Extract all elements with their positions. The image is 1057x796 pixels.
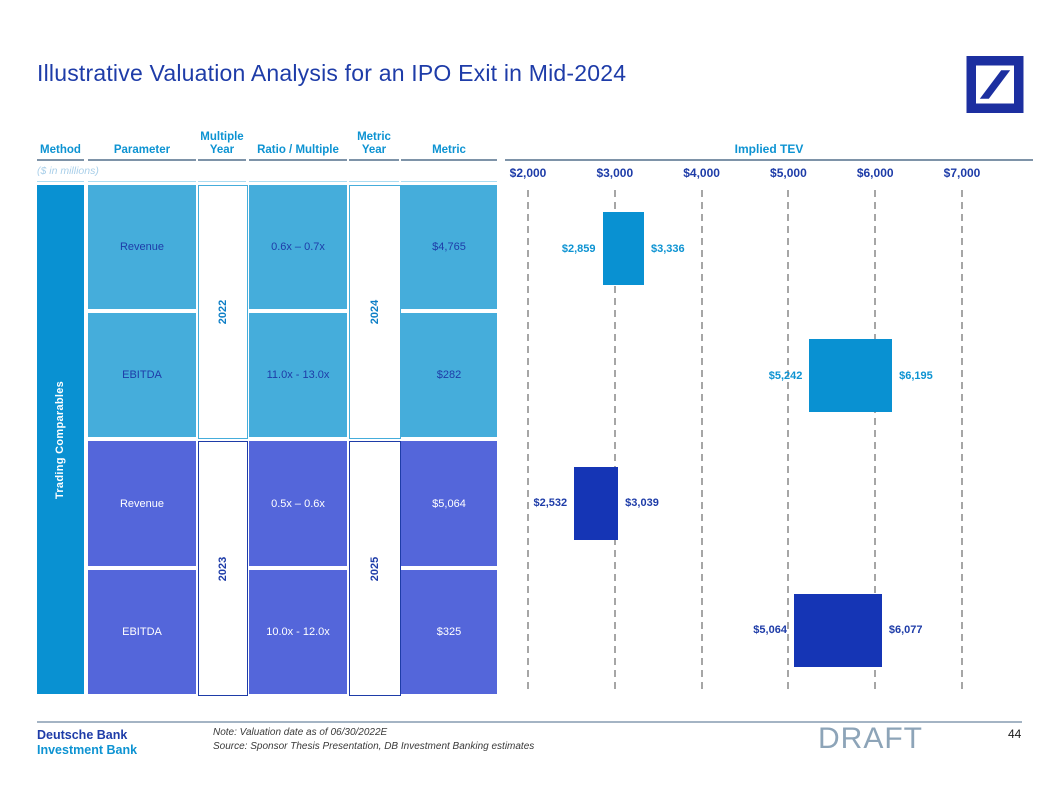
axis-tick-label: $3,000	[596, 166, 634, 180]
footer-brand-deutsche-bank: Deutsche Bank	[37, 728, 128, 742]
multiple-year-label: 2022	[216, 299, 229, 325]
tev-range-bar	[793, 593, 882, 667]
header-implied-tev: Implied TEV	[734, 142, 804, 157]
units-note: ($ in millions)	[37, 165, 99, 177]
bar-low-label: $5,064	[753, 624, 787, 637]
page-title: Illustrative Valuation Analysis for an I…	[37, 60, 627, 86]
bar-low-label: $5,242	[768, 369, 803, 382]
metric-year-label: 2025	[368, 556, 381, 581]
sub-rule	[401, 181, 497, 182]
tev-range-bar	[574, 466, 619, 540]
implied-tev-chart: $2,859 $3,336 $5,242 $6,195 $2,532 $3,039 $5,0…	[505, 185, 1033, 694]
method-label: Trading Comparables	[54, 380, 67, 499]
cell-metric-year-2025: 2025	[349, 441, 401, 696]
sub-rule	[349, 181, 399, 182]
header-parameter: Parameter	[113, 143, 171, 156]
bar-high-label: $3,039	[625, 497, 659, 510]
cell-ratio-row1: 0.6x – 0.7x	[249, 185, 347, 309]
header-ratio-multiple: Ratio / Multiple	[257, 143, 339, 156]
cell-multiple-year-2022: 2022	[198, 185, 248, 439]
cell-metric-year-2024: 2024	[349, 185, 401, 439]
cell-metric-row4: $325	[401, 570, 497, 694]
cell-metric-row1: $4,765	[401, 185, 497, 309]
cell-ratio-row4: 10.0x - 12.0x	[249, 570, 347, 694]
gridline-5000	[787, 190, 790, 692]
header-multiple-year: Multiple Year	[200, 130, 244, 156]
axis-tick-label: $2,000	[509, 166, 547, 180]
gridline-6000	[874, 190, 877, 692]
bar-low-label: $2,859	[561, 242, 596, 255]
bar-high-label: $3,336	[650, 242, 685, 255]
header-rule	[505, 159, 1033, 161]
gridline-4000	[700, 190, 703, 692]
header-metric-year: Metric Year	[357, 130, 391, 156]
footer-brand-investment-bank: Investment Bank	[37, 743, 138, 757]
bar-high-label: $6,195	[899, 369, 933, 382]
header-method: Method	[40, 143, 81, 156]
deutsche-bank-logo-icon	[966, 56, 1024, 113]
cell-parameter-row2: EBITDA	[88, 313, 196, 437]
sub-rule	[37, 181, 84, 182]
tev-range-bar	[602, 212, 644, 286]
sub-rule	[249, 181, 347, 182]
multiple-year-label: 2023	[216, 556, 229, 581]
axis-tick-label: $6,000	[856, 166, 894, 180]
cell-parameter-row3: Revenue	[88, 441, 196, 566]
footnote-source: Source: Sponsor Thesis Presentation, DB …	[213, 741, 535, 752]
bar-high-label: $6,077	[888, 624, 923, 637]
cell-metric-row2: $282	[401, 313, 497, 437]
header-metric: Metric	[432, 143, 466, 156]
cell-ratio-row2: 11.0x - 13.0x	[249, 313, 347, 437]
gridline-3000	[613, 190, 616, 692]
x-axis-tick-labels: $2,000 $3,000 $4,000 $5,000 $6,000 $7,000	[505, 166, 1033, 181]
db-slash-in-square-icon	[966, 56, 1024, 113]
footnote-valuation-date: Note: Valuation date as of 06/30/2022E	[213, 727, 388, 738]
cell-metric-row3: $5,064	[401, 441, 497, 566]
axis-tick-label: $7,000	[943, 166, 981, 180]
sub-rule	[198, 181, 246, 182]
cell-ratio-row3: 0.5x – 0.6x	[249, 441, 347, 566]
header-rule	[249, 159, 347, 161]
header-rule	[37, 159, 84, 161]
bar-low-label: $2,532	[533, 497, 568, 510]
axis-tick-label: $4,000	[683, 166, 720, 180]
gridline-7000	[961, 190, 963, 692]
cell-parameter-row1: Revenue	[88, 185, 196, 309]
method-cell-trading-comparables: Trading Comparables	[37, 185, 84, 694]
header-rule	[401, 159, 497, 161]
axis-tick-label: $5,000	[770, 166, 807, 180]
draft-watermark: DRAFT	[818, 722, 923, 755]
sub-rule	[88, 181, 196, 182]
header-rule	[88, 159, 196, 161]
cell-multiple-year-2023: 2023	[198, 441, 248, 696]
tev-range-bar	[809, 339, 893, 413]
cell-parameter-row4: EBITDA	[88, 570, 196, 694]
header-rule	[198, 159, 246, 161]
gridline-2000	[527, 190, 529, 692]
header-rule	[349, 159, 399, 161]
footer-rule	[37, 721, 1022, 723]
page-number: 44	[1008, 727, 1022, 741]
metric-year-label: 2024	[368, 299, 381, 325]
